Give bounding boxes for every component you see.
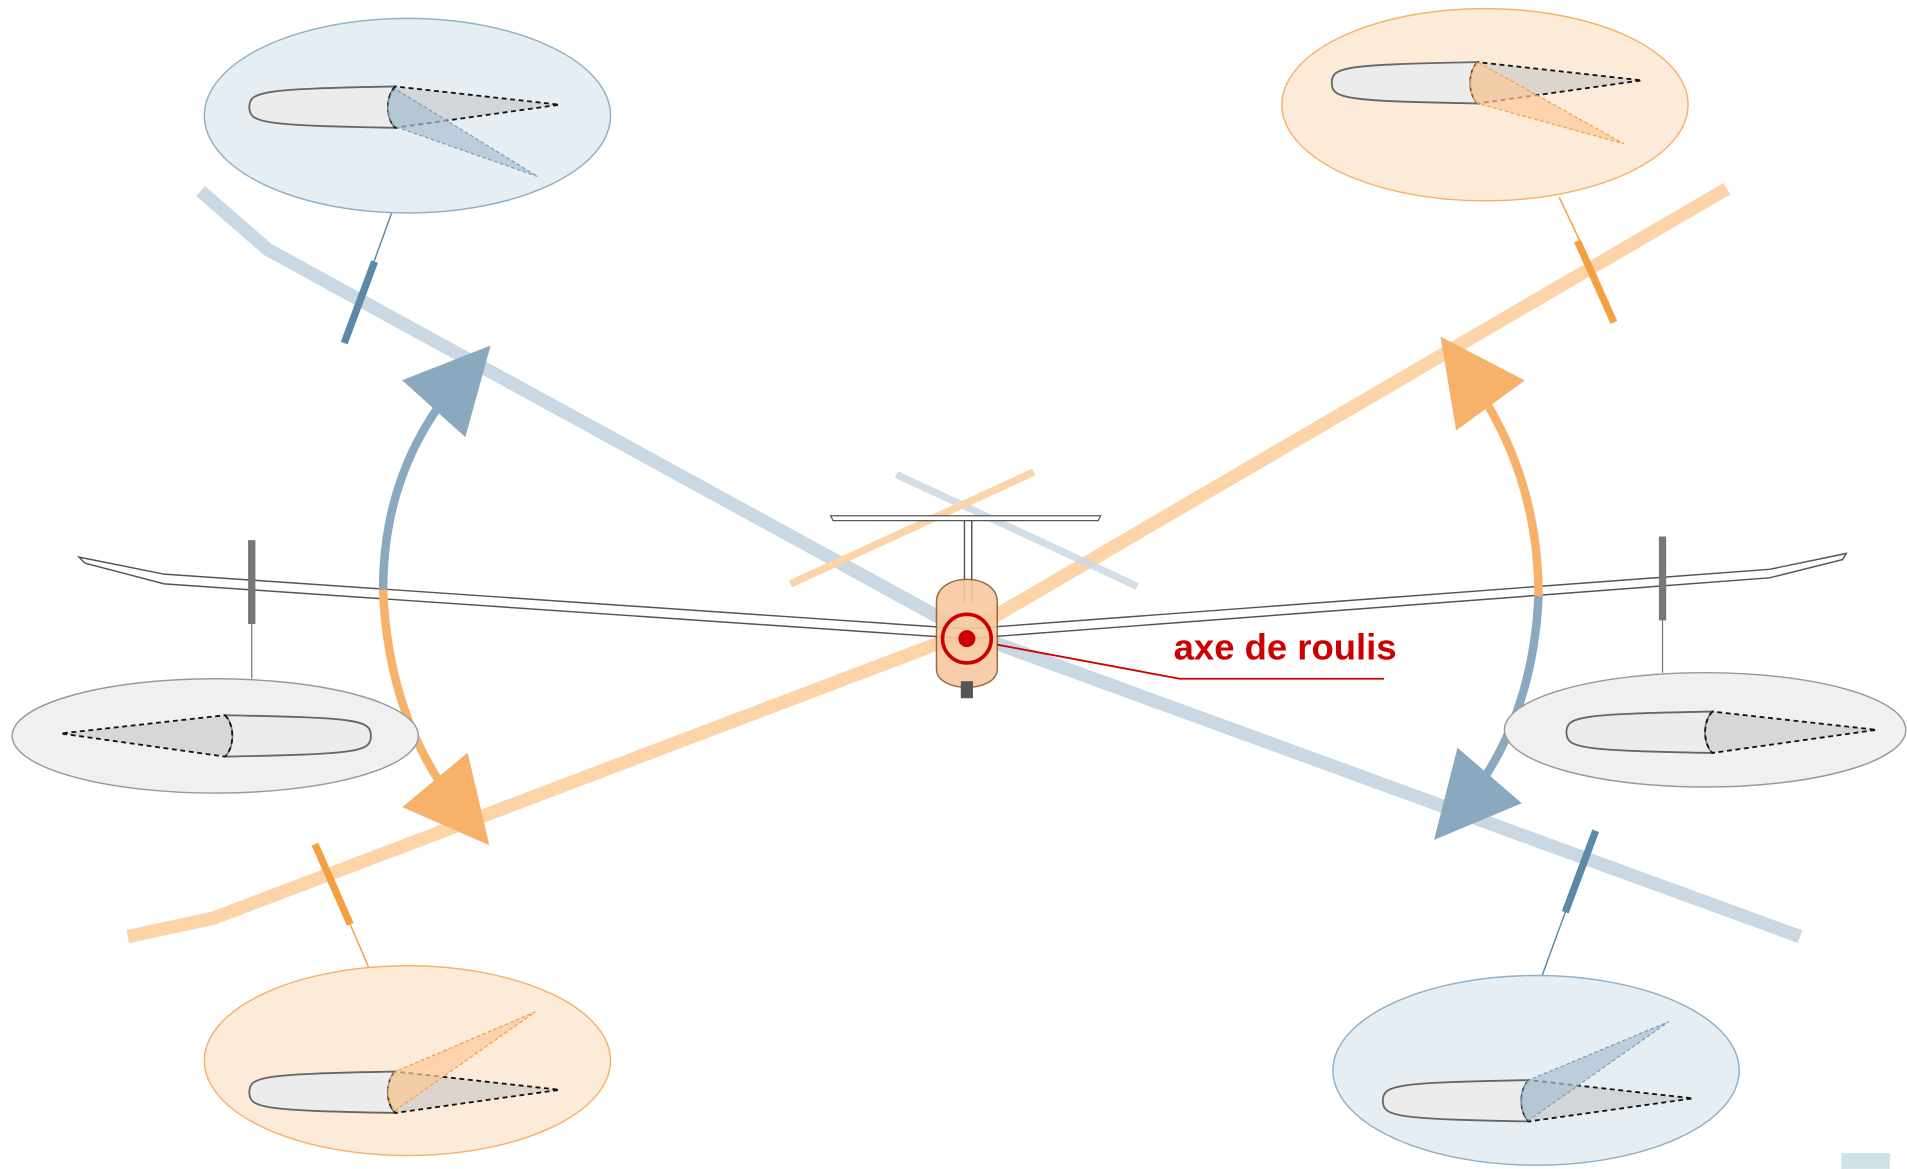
axis-label: axe de roulis: [1174, 626, 1397, 667]
wings: [76, 182, 1848, 944]
aileron-markers: [248, 196, 1667, 976]
profile-callouts: [11, 7, 1907, 1166]
corner-button[interactable]: [1841, 1153, 1890, 1169]
roll-axis: axe de roulis: [940, 612, 1397, 680]
